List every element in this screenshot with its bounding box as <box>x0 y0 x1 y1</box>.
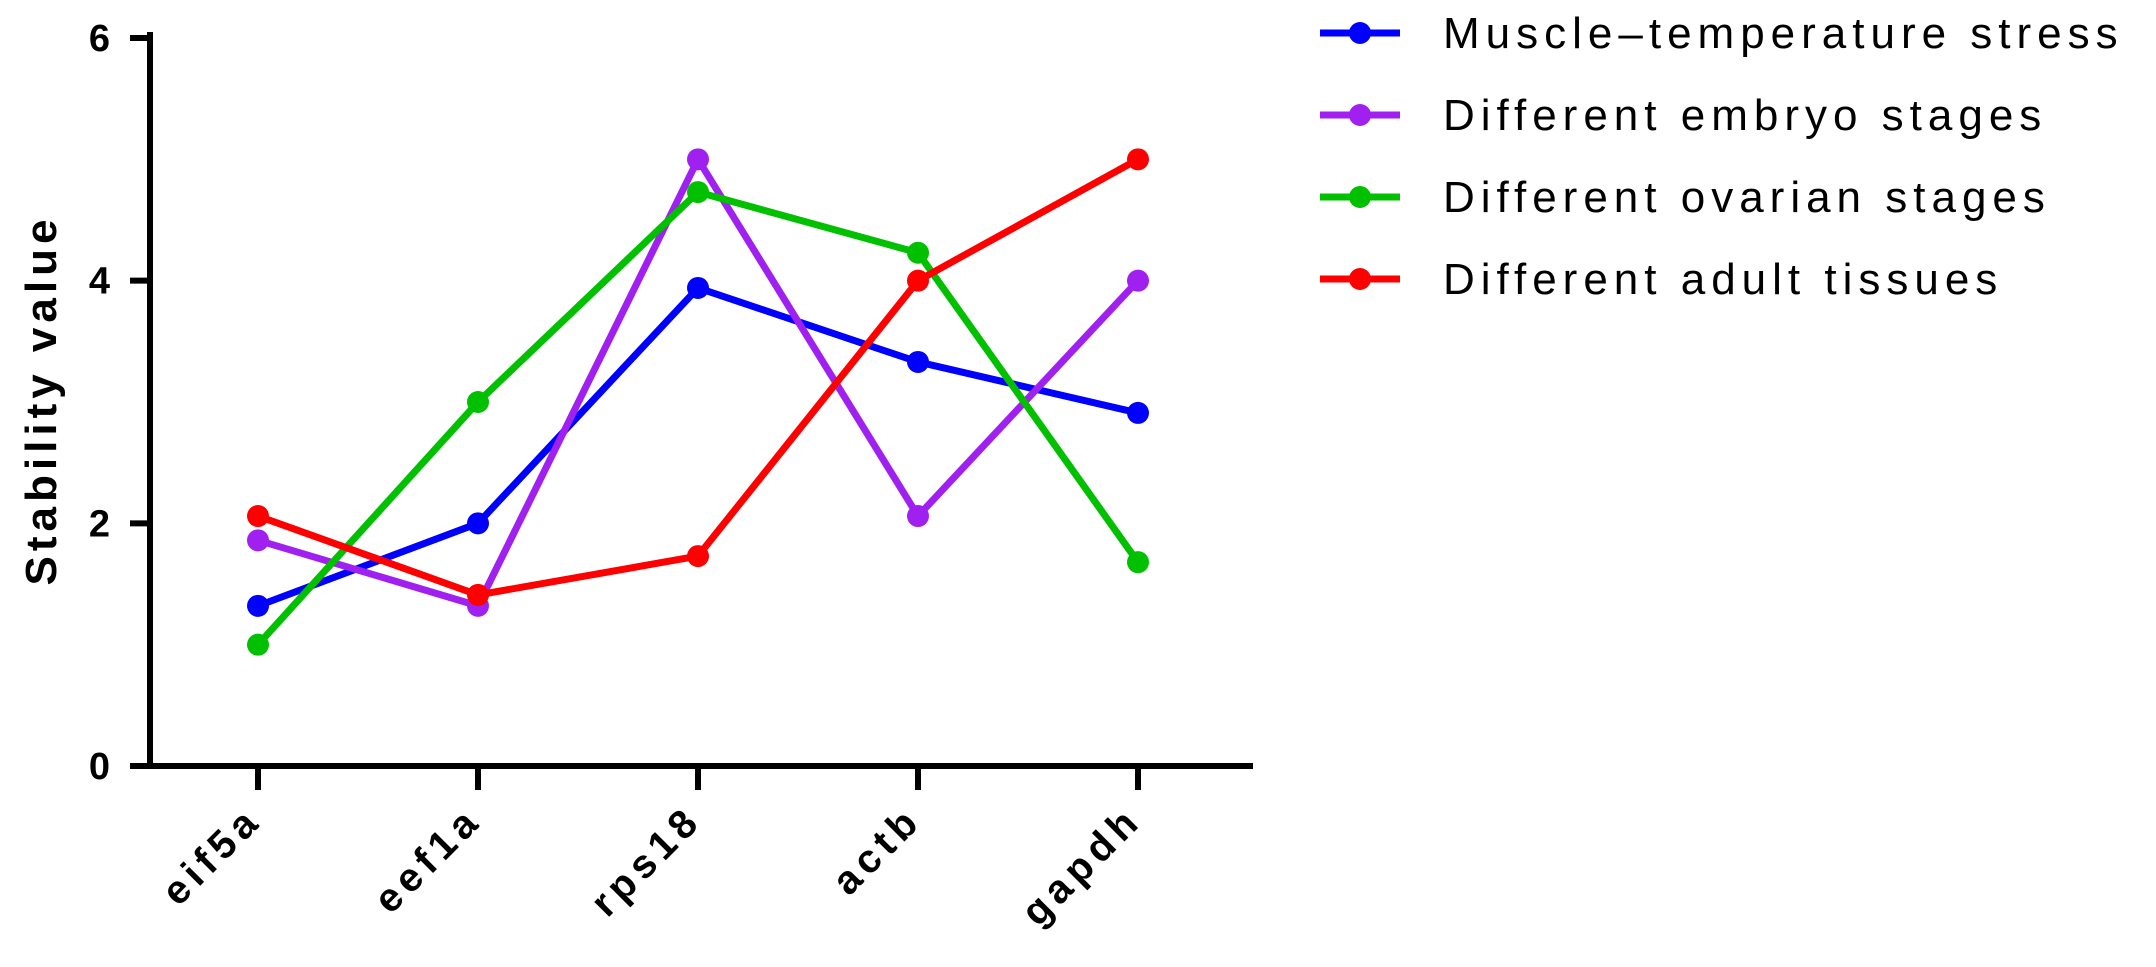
legend-label: Different ovarian stages <box>1443 173 2051 222</box>
legend-label: Muscle–temperature stress <box>1443 9 2124 58</box>
legend-label: Different embryo stages <box>1443 91 2047 140</box>
series-group <box>247 276 1149 617</box>
x-tick-label: eif5a <box>154 797 271 914</box>
data-point <box>907 350 929 373</box>
legend-swatch-marker <box>1349 186 1371 208</box>
x-tick-label: eef1a <box>366 797 491 922</box>
data-point <box>247 633 269 656</box>
data-point <box>467 583 489 606</box>
data-point <box>1127 269 1149 292</box>
legend-label: Different adult tissues <box>1443 255 2003 304</box>
data-point <box>687 276 709 299</box>
x-tick-label: actb <box>824 797 930 903</box>
y-tick-label: 4 <box>89 261 110 303</box>
data-point <box>247 529 269 552</box>
data-point <box>247 594 269 617</box>
y-axis-label: Stability value <box>17 215 66 586</box>
y-tick-label: 2 <box>89 503 110 545</box>
legend-item: Muscle–temperature stress <box>1320 9 2124 58</box>
data-point <box>1127 551 1149 574</box>
legend-item: Different ovarian stages <box>1320 173 2051 222</box>
legend: Muscle–temperature stress Different embry… <box>1320 9 2124 304</box>
legend-item: Different embryo stages <box>1320 91 2047 140</box>
y-tick-label: 6 <box>89 18 110 60</box>
data-point <box>687 545 709 568</box>
y-tick-label: 0 <box>89 746 110 788</box>
x-tick-label: gapdh <box>1013 797 1150 934</box>
x-ticks: eif5a eef1a rps18 actb gapdh <box>154 766 1150 934</box>
data-point <box>907 505 929 528</box>
series-layer <box>247 148 1149 656</box>
legend-item: Different adult tissues <box>1320 255 2003 304</box>
data-point <box>907 269 929 292</box>
series-group <box>247 148 1149 606</box>
data-point <box>1127 401 1149 424</box>
y-ticks: 0 2 4 6 <box>89 18 150 788</box>
legend-swatch-marker <box>1349 268 1371 290</box>
data-point <box>467 391 489 413</box>
data-point <box>467 512 489 535</box>
data-point <box>1127 148 1149 171</box>
legend-swatch-marker <box>1349 22 1371 44</box>
data-point <box>907 241 929 264</box>
series-group <box>247 181 1149 656</box>
data-point <box>687 181 709 204</box>
data-point <box>687 148 709 171</box>
data-point <box>247 505 269 528</box>
x-tick-label: rps18 <box>583 797 711 925</box>
legend-swatch-marker <box>1349 104 1371 126</box>
